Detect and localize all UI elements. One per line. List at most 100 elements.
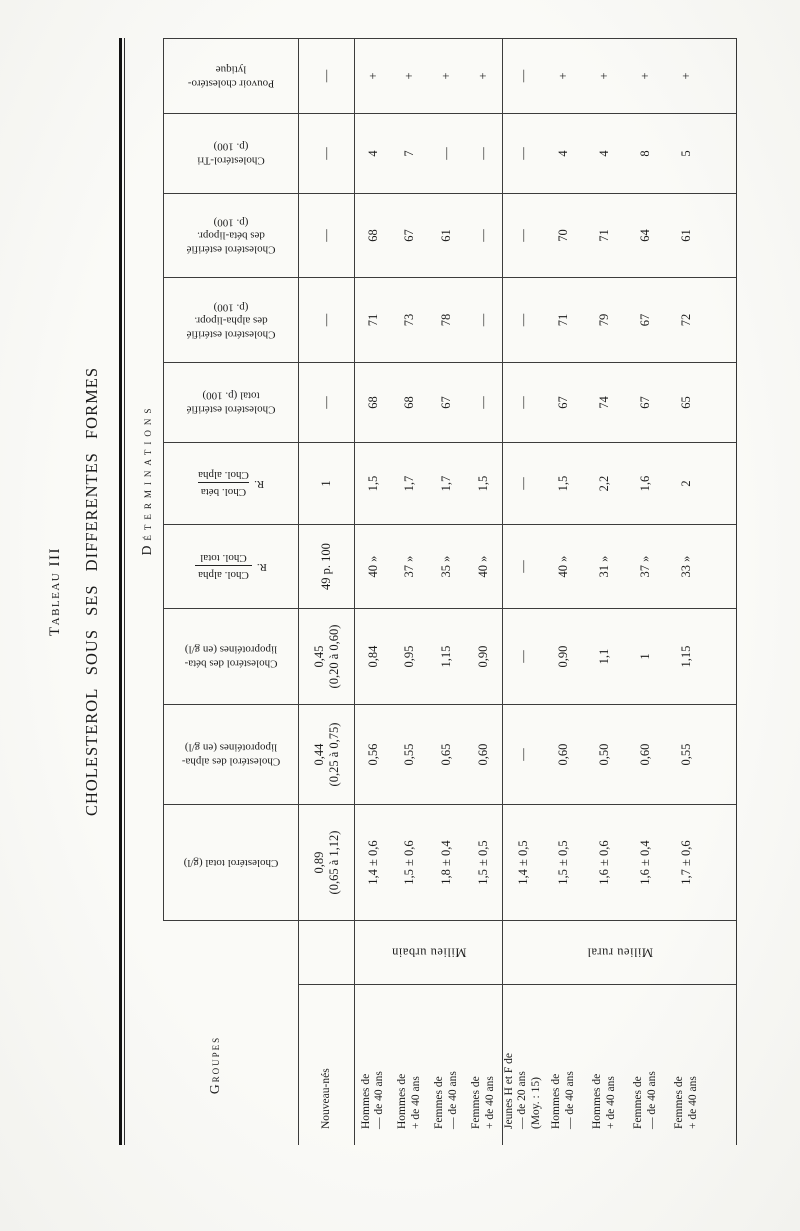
value-cell: 1,6 xyxy=(625,443,666,525)
filler-cell xyxy=(707,194,736,278)
group-label: Hommes de — de 40 ans xyxy=(550,1071,576,1129)
value-cell: 1,1 xyxy=(584,609,625,705)
group-label: Femmes de — de 40 ans xyxy=(632,1071,658,1129)
value-cell: 68 xyxy=(391,363,428,443)
value-cell: 4 xyxy=(584,114,625,194)
value-cell: 79 xyxy=(584,278,625,363)
value-cell: 1,6 ± 0,6 xyxy=(584,805,625,921)
value-cell: 4 xyxy=(543,114,584,194)
filler-cell xyxy=(707,363,736,443)
ratio-numerator: Chol. béta xyxy=(197,483,250,499)
double-rule xyxy=(119,38,125,1145)
group-label: Femmes de + de 40 ans xyxy=(673,1076,699,1129)
value-cell: 40 » xyxy=(354,525,391,609)
value-cell: 68 xyxy=(354,194,391,278)
value-cell: + xyxy=(465,38,502,114)
column-header-ratio-alpha-total: R. Chol. alpha Chol. total xyxy=(164,525,298,609)
value-cell: 0,55 xyxy=(391,705,428,805)
value-cell: — xyxy=(502,609,543,705)
value-cell: 67 xyxy=(428,363,465,443)
value-cell: 0,60 xyxy=(625,705,666,805)
value-cell: + xyxy=(354,38,391,114)
group-label: Femmes de — de 40 ans xyxy=(433,1071,459,1129)
value-cell: — xyxy=(502,705,543,805)
value-cell: 61 xyxy=(666,194,707,278)
value-cell: 1,4 ± 0,6 xyxy=(354,805,391,921)
column-header-beta-lipoproteines: Cholestérol des béta- lipoprotéines (en … xyxy=(164,609,298,705)
value-cell: 67 xyxy=(625,363,666,443)
milieu-urbain-label: Milieu urbain xyxy=(354,921,502,985)
value-cell: — xyxy=(428,114,465,194)
filler-cell xyxy=(707,705,736,805)
groupes-header: Groupes xyxy=(206,1035,222,1095)
value-cell: — xyxy=(298,38,354,114)
value-cell: 1,5 ± 0,6 xyxy=(391,805,428,921)
column-header-label: Cholestérol des alpha- lipoprotéines (en… xyxy=(181,742,281,769)
value-cell: 37 » xyxy=(625,525,666,609)
ratio-denominator: Chol. total xyxy=(200,553,247,565)
value-cell: 0,60 xyxy=(465,705,502,805)
value-cell: 1,5 ± 0,5 xyxy=(543,805,584,921)
value-cell: 4 xyxy=(354,114,391,194)
value-cell: 1,5 ± 0,5 xyxy=(465,805,502,921)
value-cell: 1,5 xyxy=(465,443,502,525)
value-cell: 2 xyxy=(666,443,707,525)
value-cell: 1,7 ± 0,6 xyxy=(666,805,707,921)
value-cell: 1,7 xyxy=(391,443,428,525)
value-cell: 0,90 xyxy=(465,609,502,705)
value-cell: 1,4 ± 0,5 xyxy=(502,805,543,921)
value-cell: 40 » xyxy=(543,525,584,609)
column-header-label: Pouvoir cholestéro- lytique xyxy=(187,64,275,90)
column-header-label: R. Chol. béta Chol. alpha xyxy=(167,469,295,499)
ratio-prefix: R. xyxy=(256,561,267,574)
column-header-label: Cholestérol estérifié des béta-lipopr. (… xyxy=(186,216,276,256)
column-header-cholesterol-total: Cholestérol total (g/l) xyxy=(164,805,298,921)
column-header-cholesterol-tri: Cholestérol-Tri (p. 100) xyxy=(164,114,298,194)
column-header-esterifie-beta: Cholestérol estérifié des béta-lipopr. (… xyxy=(164,194,298,278)
value-cell: + xyxy=(666,38,707,114)
table-title: CHOLESTEROL SOUS SES DIFFERENTES FORMES xyxy=(82,366,101,817)
value-cell: 7 xyxy=(391,114,428,194)
value-cell: 0,89 (0,65 à 1,12) xyxy=(298,805,354,921)
value-cell: 0,84 xyxy=(354,609,391,705)
value-cell: 72 xyxy=(666,278,707,363)
value-cell: 78 xyxy=(428,278,465,363)
rotated-table-block: Tableau III CHOLESTEROL SOUS SES DIFFERE… xyxy=(38,38,743,1145)
value-cell: 40 » xyxy=(465,525,502,609)
group-label: Jeunes H et F de — de 20 ans (Moy. : 15) xyxy=(502,985,543,1145)
group-label: Nouveau-nés xyxy=(298,985,354,1145)
value-cell: 1,8 ± 0,4 xyxy=(428,805,465,921)
value-cell: 67 xyxy=(391,194,428,278)
value-cell: 71 xyxy=(354,278,391,363)
filler-cell xyxy=(707,525,736,609)
value-cell: — xyxy=(502,363,543,443)
value-cell: 31 » xyxy=(584,525,625,609)
value-cell: 0,55 xyxy=(666,705,707,805)
value-cell: 1,5 xyxy=(543,443,584,525)
value-cell: 1,15 xyxy=(666,609,707,705)
group-label: Femmes de + de 40 ans xyxy=(470,1076,496,1129)
value-cell: + xyxy=(625,38,666,114)
value-cell: 65 xyxy=(666,363,707,443)
value-cell: — xyxy=(465,114,502,194)
milieu-blank-cell xyxy=(298,921,354,985)
value-cell: 70 xyxy=(543,194,584,278)
column-header-label: Cholestérol des béta- lipoprotéines (en … xyxy=(184,644,278,671)
value-cell: 61 xyxy=(428,194,465,278)
group-label: Hommes de — de 40 ans xyxy=(354,985,391,1145)
value-cell: 74 xyxy=(584,363,625,443)
value-cell: 68 xyxy=(354,363,391,443)
value-cell: 71 xyxy=(543,278,584,363)
value-cell: 35 » xyxy=(428,525,465,609)
value-cell: 1,6 ± 0,4 xyxy=(625,805,666,921)
ratio-numerator: Chol. alpha xyxy=(195,566,252,582)
value-cell: — xyxy=(465,194,502,278)
value-cell: 5 xyxy=(666,114,707,194)
milieu-rural-label: Milieu rural xyxy=(502,921,736,985)
value-cell: 1,7 xyxy=(428,443,465,525)
filler-cell xyxy=(707,805,736,921)
group-label: Hommes de + de 40 ans xyxy=(396,1073,422,1129)
column-header-label: R. Chol. alpha Chol. total xyxy=(167,552,295,582)
column-header-label: Cholestérol estérifié des alpha-lipopr. … xyxy=(186,301,276,341)
